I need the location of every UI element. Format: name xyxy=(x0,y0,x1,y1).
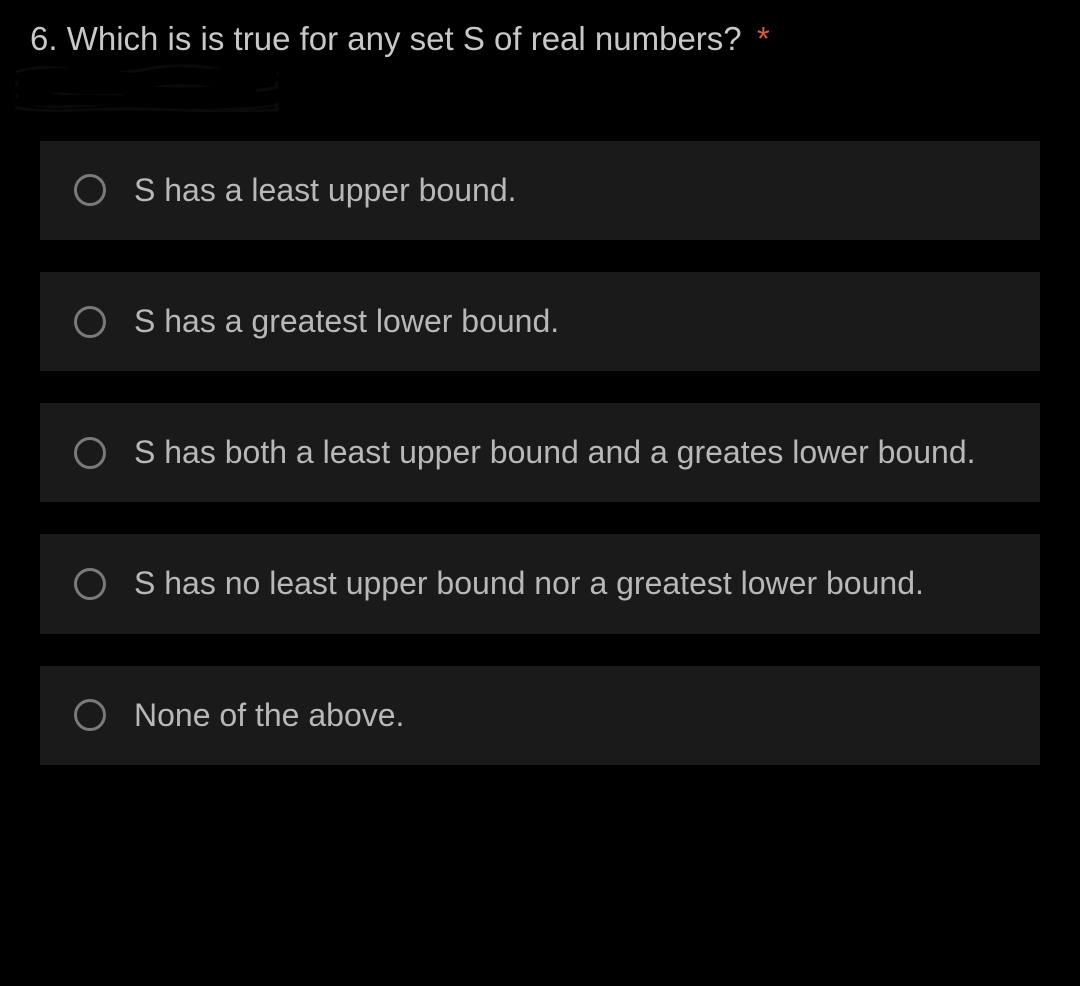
option-5[interactable]: None of the above. xyxy=(40,666,1040,765)
question-text: 6. Which is is true for any set S of rea… xyxy=(30,18,1050,61)
radio-icon xyxy=(74,174,106,206)
radio-icon xyxy=(74,306,106,338)
option-4[interactable]: S has no least upper bound nor a greates… xyxy=(40,534,1040,633)
option-1[interactable]: S has a least upper bound. xyxy=(40,141,1040,240)
options-list: S has a least upper bound. S has a great… xyxy=(0,141,1080,765)
redacted-scribble xyxy=(12,62,282,112)
option-2[interactable]: S has a greatest lower bound. xyxy=(40,272,1040,371)
option-label: None of the above. xyxy=(134,694,404,737)
option-label: S has a least upper bound. xyxy=(134,169,517,212)
option-label: S has both a least upper bound and a gre… xyxy=(134,431,976,474)
option-label: S has a greatest lower bound. xyxy=(134,300,559,343)
quiz-container: 6. Which is is true for any set S of rea… xyxy=(0,0,1080,765)
option-label: S has no least upper bound nor a greates… xyxy=(134,562,924,605)
required-star: * xyxy=(757,20,770,57)
radio-icon xyxy=(74,699,106,731)
question-body: Which is is true for any set S of real n… xyxy=(67,20,742,57)
option-3[interactable]: S has both a least upper bound and a gre… xyxy=(40,403,1040,502)
question-number: 6. xyxy=(30,20,58,57)
radio-icon xyxy=(74,437,106,469)
radio-icon xyxy=(74,568,106,600)
question-header: 6. Which is is true for any set S of rea… xyxy=(0,0,1080,81)
